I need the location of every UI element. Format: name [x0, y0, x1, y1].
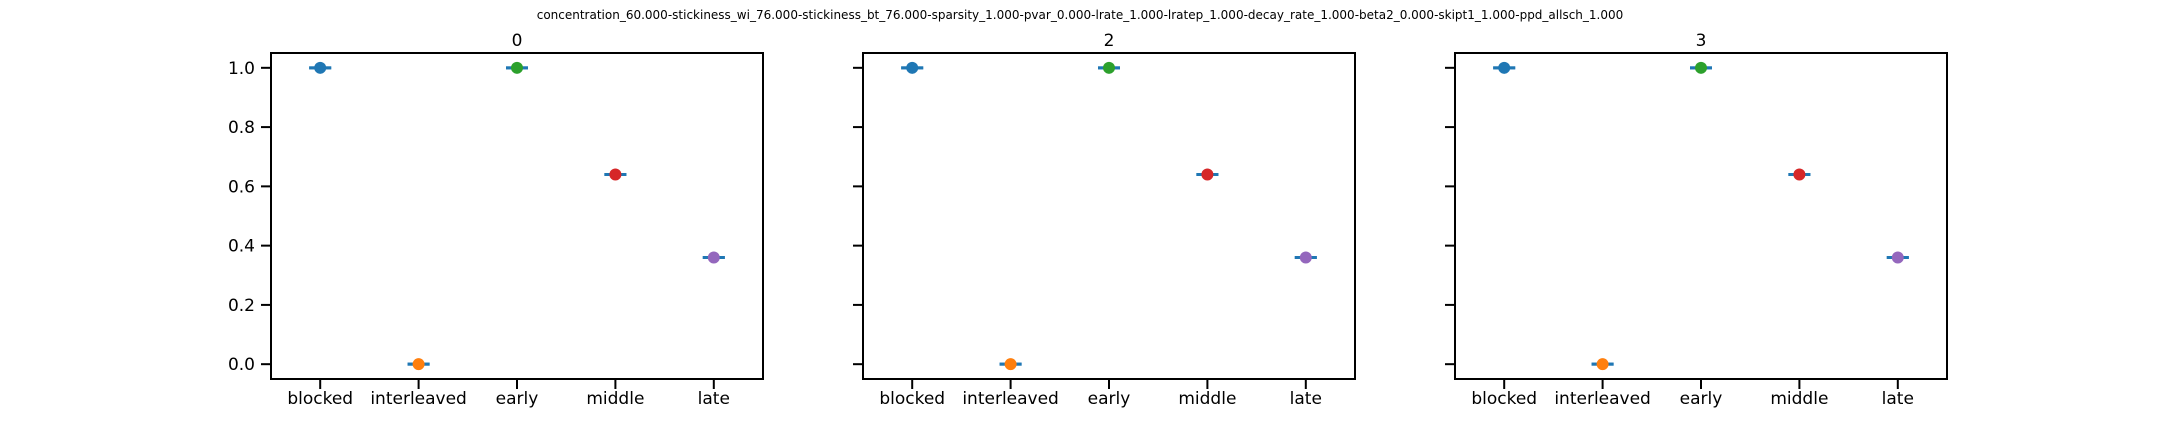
- subplot-1-title: 0: [512, 31, 523, 51]
- figure-suptitle: concentration_60.000-stickiness_wi_76.00…: [536, 8, 1624, 22]
- subplot-3-point-late: [1891, 251, 1904, 264]
- subplot-2-xtick-label: late: [1290, 389, 1322, 409]
- subplot-1-point-late: [707, 251, 720, 264]
- subplot-1-axes-frame: [270, 52, 764, 380]
- subplot-2-xtick-label: middle: [1178, 389, 1236, 409]
- subplot-1-xtick-label: middle: [586, 389, 644, 409]
- subplot-1-point-early: [511, 61, 523, 74]
- subplot-3-xtick-label: late: [1882, 389, 1914, 409]
- subplot-3-point-blocked: [1498, 61, 1511, 74]
- subplot-2-point-early: [1103, 61, 1115, 74]
- subplot-2-point-late: [1299, 251, 1312, 264]
- subplot-3-xtick-label: middle: [1770, 389, 1828, 409]
- subplot-2-xtick-label: interleaved: [962, 389, 1059, 409]
- subplot-2-point-blocked: [906, 61, 919, 74]
- subplot-1-xtick-label: late: [698, 389, 730, 409]
- subplot-1-ytick-label: 0.0: [228, 355, 255, 375]
- subplot-2-title: 2: [1104, 31, 1115, 51]
- subplot-2-point-middle: [1201, 168, 1214, 181]
- subplot-2-axes-frame: [862, 52, 1356, 380]
- subplot-1-ytick-label: 0.4: [228, 237, 255, 257]
- subplot-3-axes-frame: [1454, 52, 1948, 380]
- subplot-1-ytick-label: 0.8: [228, 118, 255, 138]
- subplot-3-xtick-label: early: [1680, 389, 1723, 409]
- subplot-2-xtick-label: early: [1088, 389, 1131, 409]
- subplot-3-title: 3: [1696, 31, 1707, 51]
- subplot-1-xtick-label: blocked: [287, 389, 353, 409]
- subplot-3-point-middle: [1793, 168, 1806, 181]
- subplot-1-xtick-label: interleaved: [370, 389, 467, 409]
- subplot-1-point-middle: [609, 168, 622, 181]
- subplot-2-point-interleaved: [1004, 358, 1017, 371]
- subplot-2-xtick-label: blocked: [879, 389, 945, 409]
- subplot-3-point-interleaved: [1596, 358, 1609, 371]
- subplot-3-xtick-label: interleaved: [1554, 389, 1651, 409]
- subplot-1-ytick-label: 1.0: [228, 59, 255, 79]
- subplot-1-point-interleaved: [412, 358, 425, 371]
- subplot-3-xtick-label: blocked: [1471, 389, 1537, 409]
- subplot-1-ytick-label: 0.2: [228, 296, 255, 316]
- subplot-3-point-early: [1695, 61, 1707, 74]
- subplot-1-ytick-label: 0.6: [228, 177, 255, 197]
- subplot-1-point-blocked: [314, 61, 327, 74]
- subplot-1-xtick-label: early: [496, 389, 539, 409]
